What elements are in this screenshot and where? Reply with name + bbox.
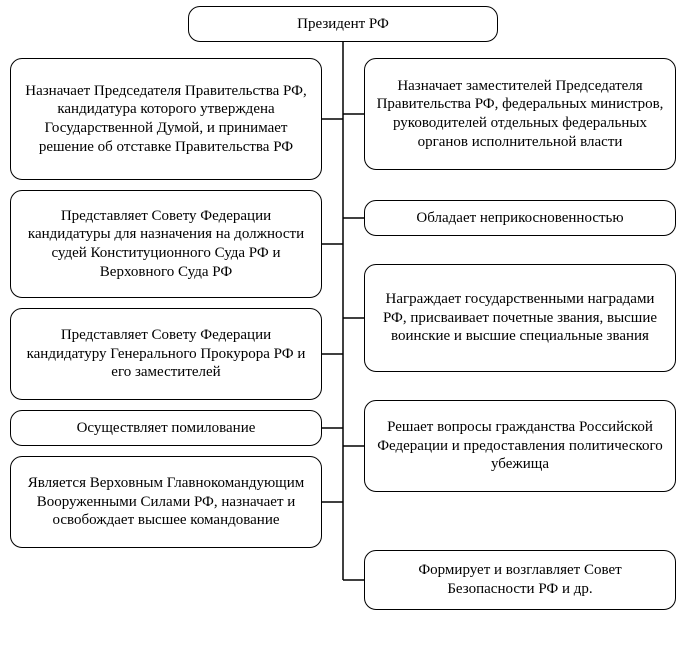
right-node-2: Обладает неприкосновенностью — [364, 200, 676, 236]
left-node-4: Осуществляет помилование — [10, 410, 322, 446]
right-node-4: Решает вопросы гражданства Российской Фе… — [364, 400, 676, 492]
diagram-canvas: Президент РФ Назначает Председателя Прави… — [0, 0, 686, 669]
root-node: Президент РФ — [188, 6, 498, 42]
left-node-5: Является Верховным Главнокомандующим Воо… — [10, 456, 322, 548]
left-node-3: Представляет Совету Федерации кандидатур… — [10, 308, 322, 400]
left-node-2: Представляет Совету Федерации кандидатур… — [10, 190, 322, 298]
right-node-1: Назначает заместителей Председателя Прав… — [364, 58, 676, 170]
right-node-3: Награждает государственными наградами РФ… — [364, 264, 676, 372]
left-node-1: Назначает Председателя Правительства РФ,… — [10, 58, 322, 180]
right-node-5: Формирует и возглавляет Совет Безопаснос… — [364, 550, 676, 610]
